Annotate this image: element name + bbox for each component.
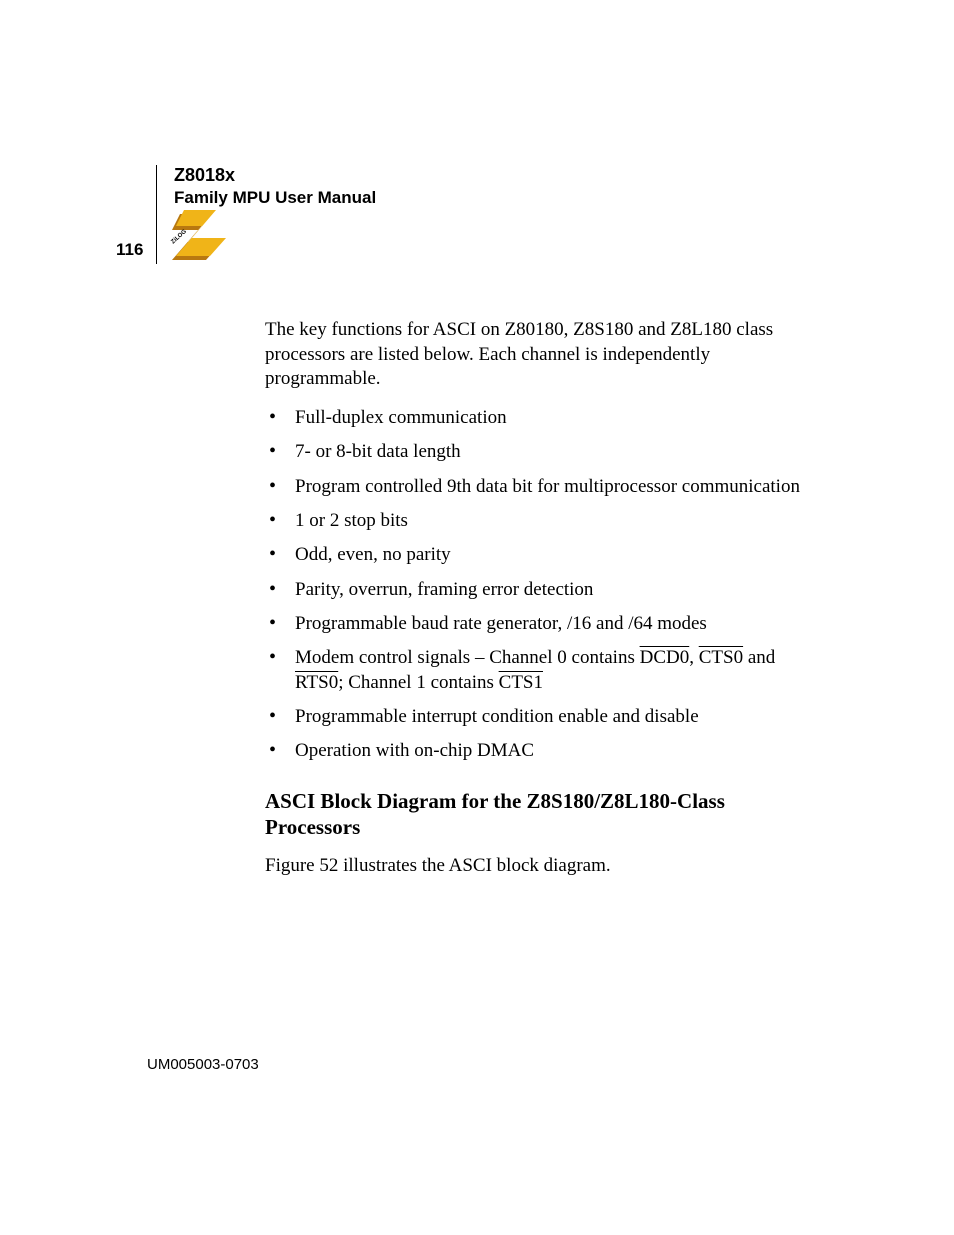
list-item: Full-duplex communication — [265, 406, 825, 430]
zilog-logo-icon: ZiLOG — [166, 208, 234, 263]
body-paragraph: Figure 52 illustrates the ASCI block dia… — [265, 854, 825, 879]
intro-paragraph: The key functions for ASCI on Z80180, Z8… — [265, 318, 825, 392]
main-content: The key functions for ASCI on Z80180, Z8… — [265, 318, 825, 879]
text-fragment: Modem control signals – Channel 0 contai… — [295, 647, 640, 668]
signal-cts1: CTS1 — [499, 672, 543, 693]
text-fragment: , — [689, 647, 699, 668]
signal-dcd0: DCD0 — [640, 647, 690, 668]
list-item: Operation with on-chip DMAC — [265, 739, 825, 763]
header-block: Z8018x Family MPU User Manual — [174, 165, 376, 208]
list-item: 1 or 2 stop bits — [265, 509, 825, 533]
signal-cts0: CTS0 — [699, 647, 743, 668]
list-item: 7- or 8-bit data length — [265, 440, 825, 464]
section-heading: ASCI Block Diagram for the Z8S180/Z8L180… — [265, 788, 825, 841]
doc-title-line1: Z8018x — [174, 165, 376, 187]
signal-rts0: RTS0 — [295, 672, 338, 693]
list-item: Program controlled 9th data bit for mult… — [265, 475, 825, 499]
footer-doc-id: UM005003-0703 — [147, 1056, 259, 1073]
feature-list: Full-duplex communication 7- or 8-bit da… — [265, 406, 825, 763]
list-item: Parity, overrun, framing error detection — [265, 578, 825, 602]
list-item: Odd, even, no parity — [265, 543, 825, 567]
text-fragment: and — [743, 647, 775, 668]
page-number: 116 — [116, 240, 143, 260]
text-fragment: ; Channel 1 contains — [338, 672, 498, 693]
list-item: Programmable interrupt condition enable … — [265, 705, 825, 729]
list-item: Programmable baud rate generator, /16 an… — [265, 612, 825, 636]
list-item-modem-signals: Modem control signals – Channel 0 contai… — [265, 646, 825, 695]
doc-title-line2: Family MPU User Manual — [174, 187, 376, 208]
zilog-logo-label: ZiLOG — [170, 229, 188, 246]
header-vertical-rule — [156, 165, 157, 264]
